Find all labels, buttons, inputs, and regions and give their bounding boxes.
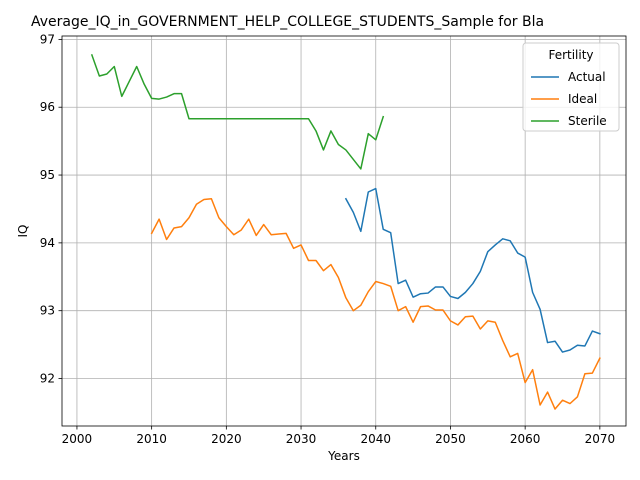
legend-items: Actual Ideal Sterile	[531, 70, 607, 128]
series-lines	[90, 54, 601, 410]
x-tick-label: 2050	[435, 432, 466, 446]
y-tick-label: 95	[40, 168, 55, 182]
legend: Fertility Actual Ideal Sterile	[522, 42, 620, 132]
legend-label-ideal: Ideal	[568, 92, 597, 106]
y-tick-label: 92	[40, 372, 55, 386]
series-line-sterile	[90, 54, 385, 170]
x-tick-label: 2000	[62, 432, 93, 446]
y-tick-label: 97	[40, 32, 55, 46]
y-tick-label: 96	[40, 100, 55, 114]
legend-label-actual: Actual	[568, 70, 606, 84]
x-tick-label: 2020	[211, 432, 242, 446]
chart-title: Average_IQ_in_GOVERNMENT_HELP_COLLEGE_ST…	[31, 14, 544, 30]
plot-area-frame	[61, 35, 627, 427]
x-tick-label: 2060	[510, 432, 541, 446]
x-axis-label: Years	[327, 449, 360, 463]
x-tick-label: 2010	[136, 432, 167, 446]
x-tick-label: 2030	[286, 432, 317, 446]
legend-box	[522, 42, 620, 132]
y-tick-label: 93	[40, 304, 55, 318]
x-tick-label: 2070	[585, 432, 616, 446]
y-axis-label: IQ	[16, 225, 30, 238]
y-tick-label: 94	[40, 236, 55, 250]
x-tick-label: 2040	[360, 432, 391, 446]
legend-title: Fertility	[548, 48, 593, 62]
series-line-actual	[344, 187, 601, 353]
legend-label-sterile: Sterile	[568, 114, 607, 128]
y-axis-ticks: 92 93 94 95 96 97	[40, 32, 62, 386]
x-axis-ticks: 2000 2010 2020 2030 2040 2050 2060 2070	[62, 426, 615, 446]
series-line-ideal	[150, 198, 601, 410]
